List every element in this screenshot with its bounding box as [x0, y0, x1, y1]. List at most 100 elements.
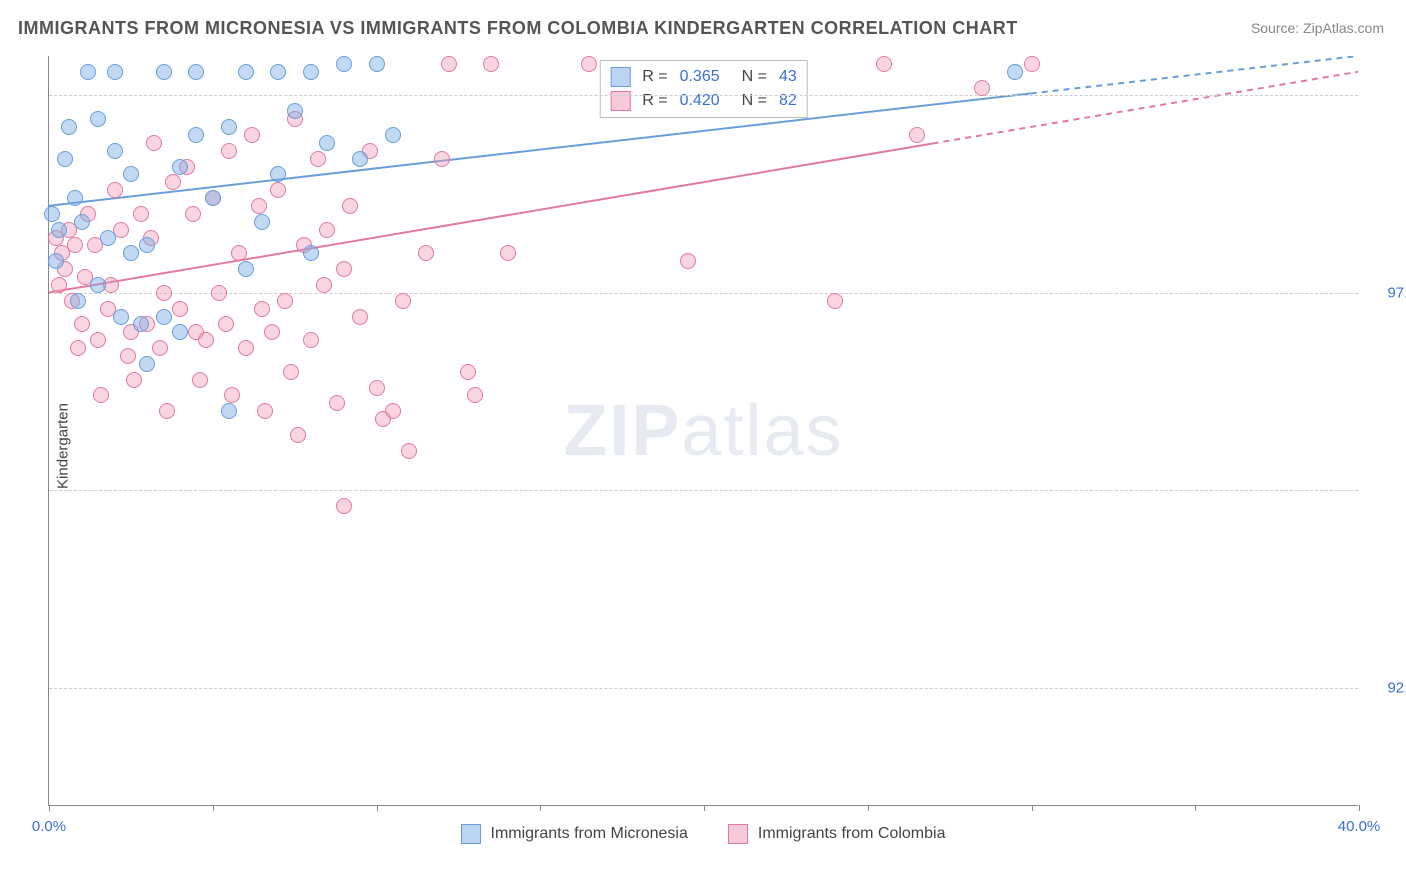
scatter-point — [254, 301, 270, 317]
scatter-point — [238, 261, 254, 277]
scatter-point — [395, 293, 411, 309]
scatter-point — [974, 80, 990, 96]
scatter-point — [126, 372, 142, 388]
scatter-point — [192, 372, 208, 388]
scatter-point — [287, 103, 303, 119]
scatter-point — [336, 56, 352, 72]
scatter-point — [254, 214, 270, 230]
scatter-point — [123, 166, 139, 182]
x-tick — [1359, 805, 1360, 811]
legend-label-colombia: Immigrants from Colombia — [758, 825, 946, 843]
scatter-point — [221, 119, 237, 135]
scatter-point — [336, 261, 352, 277]
scatter-point — [319, 222, 335, 238]
chart-title: IMMIGRANTS FROM MICRONESIA VS IMMIGRANTS… — [18, 18, 1018, 39]
scatter-point — [172, 159, 188, 175]
scatter-point — [165, 174, 181, 190]
swatch-blue-icon — [610, 67, 630, 87]
swatch-pink-icon — [610, 91, 630, 111]
scatter-point — [290, 427, 306, 443]
scatter-point — [156, 309, 172, 325]
scatter-point — [352, 309, 368, 325]
scatter-point — [48, 253, 64, 269]
scatter-point — [270, 182, 286, 198]
scatter-point — [218, 316, 234, 332]
scatter-point — [221, 143, 237, 159]
scatter-point — [310, 151, 326, 167]
trend-line-extrapolated — [933, 72, 1358, 144]
scatter-point — [185, 206, 201, 222]
scatter-point — [44, 206, 60, 222]
scatter-point — [500, 245, 516, 261]
scatter-point — [1024, 56, 1040, 72]
scatter-point — [90, 332, 106, 348]
scatter-point — [67, 237, 83, 253]
scatter-point — [483, 56, 499, 72]
scatter-point — [152, 340, 168, 356]
scatter-point — [270, 166, 286, 182]
scatter-point — [460, 364, 476, 380]
scatter-point — [93, 387, 109, 403]
watermark-bold: ZIP — [563, 391, 681, 471]
legend-stats-row-micronesia: R = 0.365 N = 43 — [610, 65, 797, 89]
scatter-point — [51, 222, 67, 238]
scatter-point — [172, 324, 188, 340]
scatter-point — [264, 324, 280, 340]
y-tick-label: 92.5% — [1387, 679, 1406, 696]
scatter-point — [107, 64, 123, 80]
scatter-point — [120, 348, 136, 364]
scatter-point — [90, 111, 106, 127]
scatter-point — [467, 387, 483, 403]
swatch-blue-icon — [461, 824, 481, 844]
n-prefix: N = — [742, 68, 767, 86]
scatter-point — [434, 151, 450, 167]
x-tick — [540, 805, 541, 811]
scatter-point — [61, 119, 77, 135]
x-tick — [1032, 805, 1033, 811]
scatter-point — [303, 64, 319, 80]
scatter-point — [441, 56, 457, 72]
scatter-point — [57, 151, 73, 167]
legend-stats-box: R = 0.365 N = 43 R = 0.420 N = 82 — [599, 60, 808, 118]
scatter-point — [224, 387, 240, 403]
scatter-point — [375, 411, 391, 427]
legend-item-micronesia: Immigrants from Micronesia — [461, 824, 688, 844]
scatter-point — [369, 56, 385, 72]
scatter-point — [67, 190, 83, 206]
scatter-point — [283, 364, 299, 380]
scatter-point — [156, 64, 172, 80]
scatter-point — [270, 64, 286, 80]
scatter-point — [680, 253, 696, 269]
scatter-point — [401, 443, 417, 459]
scatter-point — [156, 285, 172, 301]
scatter-point — [319, 135, 335, 151]
chart-container: IMMIGRANTS FROM MICRONESIA VS IMMIGRANTS… — [0, 0, 1406, 892]
r-value-micronesia: 0.365 — [680, 68, 720, 86]
scatter-point — [133, 316, 149, 332]
scatter-point — [107, 182, 123, 198]
scatter-point — [909, 127, 925, 143]
scatter-point — [172, 301, 188, 317]
gridline-h — [49, 490, 1358, 491]
scatter-point — [221, 403, 237, 419]
scatter-point — [277, 293, 293, 309]
scatter-point — [876, 56, 892, 72]
scatter-point — [352, 151, 368, 167]
x-tick — [49, 805, 50, 811]
plot-area: ZIPatlas R = 0.365 N = 43 R = 0.420 N = … — [48, 56, 1358, 806]
source-label: Source: ZipAtlas.com — [1251, 20, 1384, 36]
scatter-point — [211, 285, 227, 301]
x-tick — [213, 805, 214, 811]
watermark-rest: atlas — [681, 391, 843, 471]
scatter-point — [100, 230, 116, 246]
trend-line — [49, 93, 1031, 205]
scatter-point — [257, 403, 273, 419]
scatter-point — [238, 340, 254, 356]
scatter-point — [231, 245, 247, 261]
scatter-point — [336, 498, 352, 514]
trend-lines — [49, 56, 1358, 805]
x-tick — [377, 805, 378, 811]
scatter-point — [70, 340, 86, 356]
scatter-point — [159, 403, 175, 419]
r-prefix: R = — [642, 68, 667, 86]
